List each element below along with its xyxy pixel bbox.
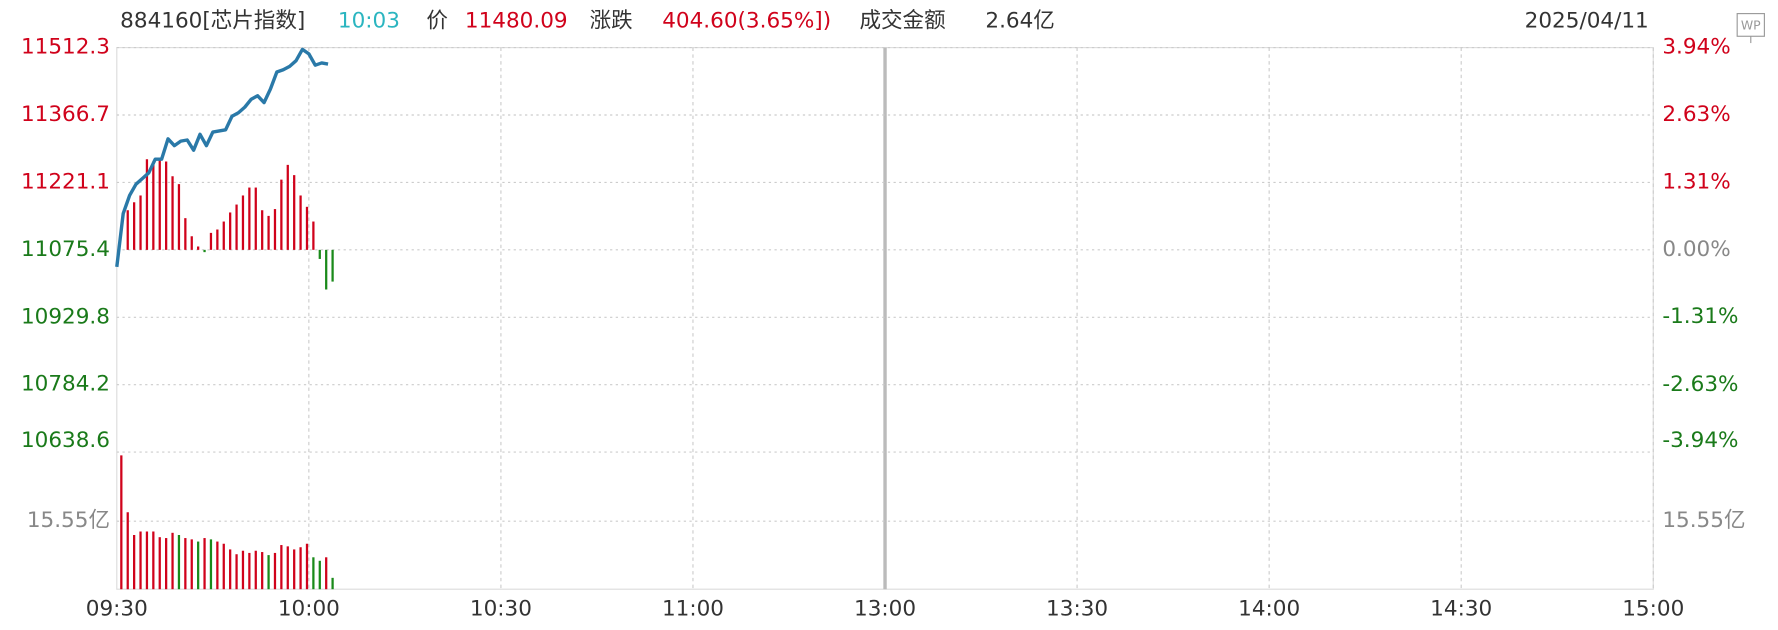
y2-tick-label: -3.94% <box>1662 428 1738 453</box>
volume-tick-label: 15.55亿 <box>27 508 110 533</box>
badge[interactable]: WP <box>1741 18 1761 33</box>
y-tick-label: 10929.8 <box>21 304 110 329</box>
x-tick-label: 15:00 <box>1622 597 1684 622</box>
x-tick-label: 10:00 <box>278 597 340 622</box>
date: 2025/04/11 <box>1525 9 1649 34</box>
y-tick-label: 11512.3 <box>21 35 110 60</box>
y2-tick-label: 1.31% <box>1662 170 1730 195</box>
y2-tick-label: 0.00% <box>1662 237 1730 262</box>
x-tick-label: 14:30 <box>1430 597 1492 622</box>
x-tick-label: 13:30 <box>1046 597 1108 622</box>
x-tick-label: 14:00 <box>1238 597 1300 622</box>
x-tick-label: 11:00 <box>662 597 724 622</box>
amount: 2.64亿 <box>985 9 1054 34</box>
amount-label: 成交金额 <box>860 9 946 34</box>
price-label: 价 <box>426 9 448 34</box>
y-tick-label: 11366.7 <box>21 102 110 127</box>
y-tick-label: 11075.4 <box>21 237 110 262</box>
y-tick-label: 11221.1 <box>21 169 110 194</box>
price: 11480.09 <box>465 9 568 34</box>
y-tick-label: 10638.6 <box>21 428 110 453</box>
change: 404.60(3.65%]) <box>662 9 831 34</box>
change-label: 涨跌 <box>590 9 633 34</box>
x-tick-label: 09:30 <box>86 597 148 622</box>
y2-tick-label: -1.31% <box>1662 304 1738 329</box>
price-line <box>115 47 329 268</box>
x-tick-label: 10:30 <box>470 597 532 622</box>
y2-tick-label: 2.63% <box>1662 102 1730 127</box>
y2-tick-label: 3.94% <box>1662 35 1730 60</box>
time: 10:03 <box>338 9 400 34</box>
y2-tick-label: -2.63% <box>1662 372 1738 397</box>
y-tick-label: 10784.2 <box>21 372 110 397</box>
badge-box[interactable] <box>1736 13 1765 37</box>
x-tick-label: 13:00 <box>854 597 916 622</box>
header: 884160[芯片指数] 10:03 价 11480.09 涨跌 404.60(… <box>120 9 1765 44</box>
index-code: 884160[芯片指数] <box>120 9 305 34</box>
volume-tick-label-right: 15.55亿 <box>1662 508 1745 533</box>
